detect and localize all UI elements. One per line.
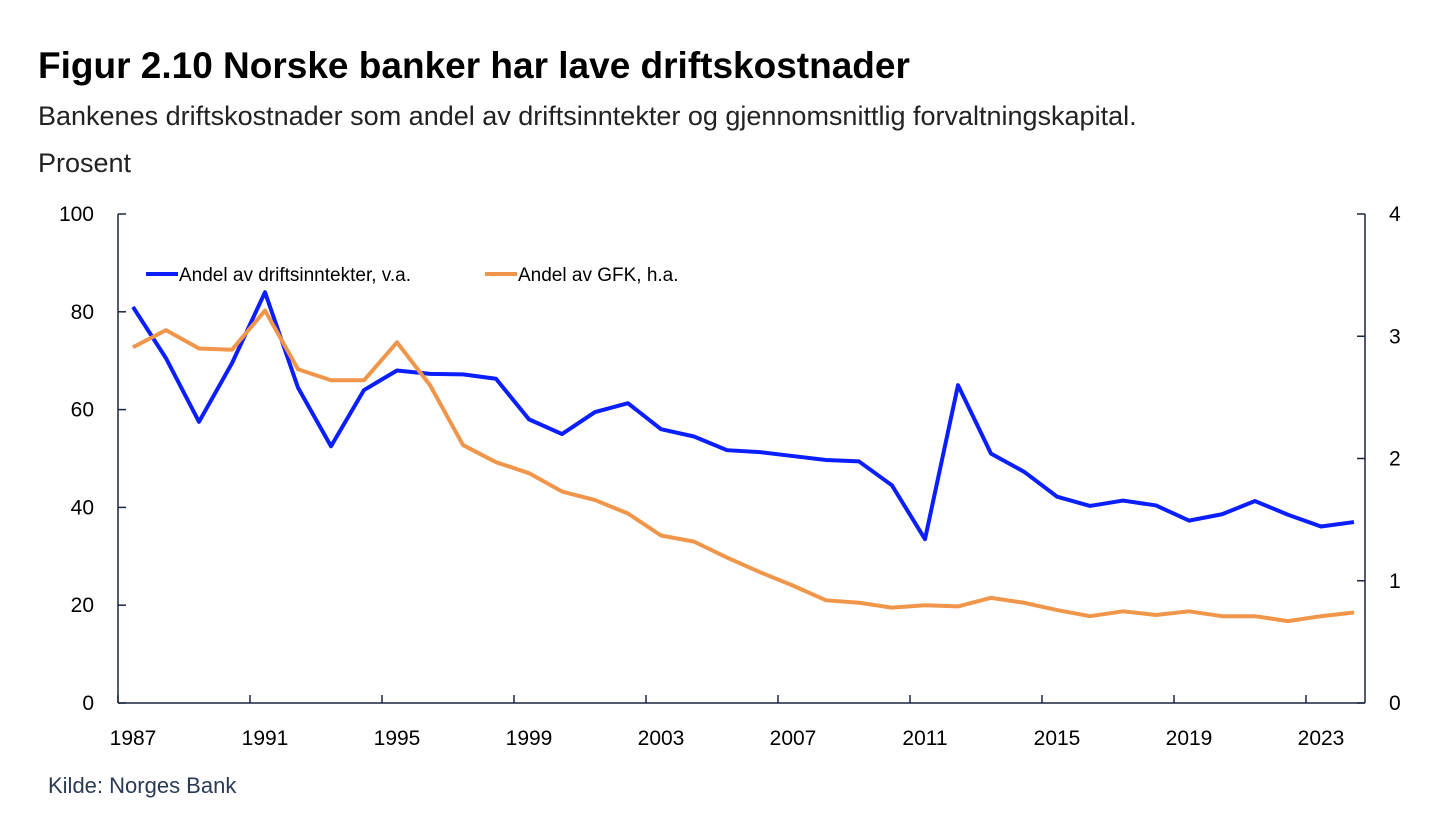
left-tick-label: 60 xyxy=(71,399,94,422)
right-tick-label: 0 xyxy=(1389,692,1401,715)
right-tick-label: 2 xyxy=(1389,448,1401,471)
chart-title: Figur 2.10 Norske banker har lave drifts… xyxy=(38,45,910,86)
x-tick-label: 2003 xyxy=(638,727,685,750)
series-line-driftsinntekter xyxy=(131,290,1355,542)
right-tick-label: 4 xyxy=(1389,203,1401,226)
series-lines xyxy=(131,290,1355,624)
series-line-gfk xyxy=(132,308,1355,624)
legend-label: Andel av GFK, h.a. xyxy=(518,265,679,286)
x-tick-label: 2015 xyxy=(1034,727,1081,750)
chart-subtitle: Bankenes driftskostnader som andel av dr… xyxy=(38,101,1137,131)
x-tick-label: 2011 xyxy=(902,727,947,750)
left-tick-label: 40 xyxy=(71,496,94,519)
x-tick-label: 1995 xyxy=(374,727,421,750)
right-tick-label: 1 xyxy=(1389,570,1401,593)
x-tick-label: 2019 xyxy=(1166,727,1213,750)
x-tick-label: 1987 xyxy=(110,727,157,750)
x-tick-label: 2007 xyxy=(770,727,817,750)
left-tick-label: 20 xyxy=(71,594,94,617)
legend-label: Andel av driftsinntekter, v.a. xyxy=(179,265,411,286)
left-tick-label: 100 xyxy=(59,203,94,226)
x-tick-label: 2023 xyxy=(1298,727,1345,750)
x-tick-label: 1991 xyxy=(242,727,289,750)
right-tick-label: 3 xyxy=(1389,325,1401,348)
left-tick-label: 80 xyxy=(71,301,94,324)
legend: Andel av driftsinntekter, v.a. Andel av G… xyxy=(146,265,679,286)
x-tick-label: 1999 xyxy=(506,727,553,750)
left-tick-label: 0 xyxy=(82,692,94,715)
source-note: Kilde: Norges Bank xyxy=(48,773,237,798)
unit-label: Prosent xyxy=(38,148,132,178)
axes: 0 20 40 60 80 100 0 1 2 3 4 1987 1991 1995 1999 2003 200… xyxy=(59,203,1401,750)
